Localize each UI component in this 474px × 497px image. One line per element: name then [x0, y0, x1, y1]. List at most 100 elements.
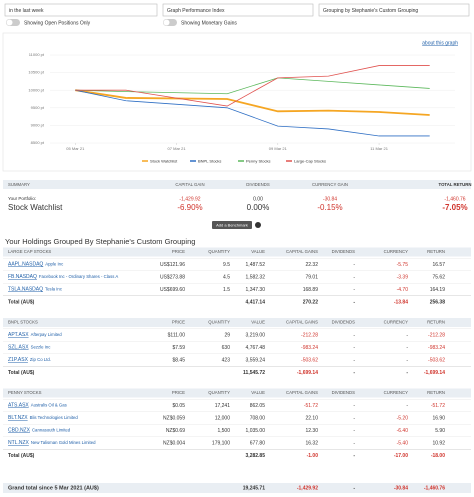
holding-cell: - — [406, 403, 408, 409]
group-name: PENNY STOCKS — [8, 390, 42, 395]
column-header: VALUE — [251, 249, 265, 254]
group-header-band — [3, 318, 471, 327]
holding-cell: US$273.88 — [160, 274, 185, 280]
column-header: DIVIDENDS — [332, 320, 356, 325]
grand-total-cell: -1,460.76 — [424, 485, 445, 491]
group-header-band — [3, 247, 471, 257]
holding-name: ATS.ASX Australis Oil & Gas — [8, 403, 67, 409]
about-link[interactable]: about this graph — [422, 40, 458, 46]
summary-amount: -1,460.76 — [444, 196, 465, 202]
column-header: PRICE — [172, 320, 185, 325]
benchmark-button[interactable] — [212, 221, 252, 229]
summary-amount: -30.84 — [323, 196, 337, 202]
column-header: RETURN — [427, 320, 445, 325]
grand-total-cell: 19,245.71 — [243, 485, 265, 491]
holding-cell: -212.28 — [428, 332, 445, 338]
holding-cell: -983.24 — [301, 345, 318, 351]
holding-cell: -51.72 — [304, 403, 318, 409]
holding-code[interactable]: CBD.NZX — [8, 428, 31, 434]
holding-cell: $8.45 — [172, 357, 185, 363]
holding-cell: 168.89 — [303, 287, 319, 293]
column-header: QUANTITY — [208, 390, 230, 395]
holding-cell: -3.39 — [397, 274, 409, 280]
holding-cell: 423 — [222, 357, 231, 363]
holding-cell: - — [353, 287, 355, 293]
holding-cell: - — [353, 262, 355, 268]
group-header-band — [3, 388, 471, 398]
holding-description: Cannasouth Limited — [32, 428, 71, 433]
column-header: PRICE — [172, 249, 185, 254]
x-tick-label: 05 Mar 21 — [66, 146, 85, 151]
holding-code[interactable]: APT.ASX — [8, 332, 29, 338]
holding-name: NTL.NZX New Talisman Gold Mines Limited — [8, 440, 96, 446]
toggle-positions-label: Showing Open Positions Only — [24, 20, 91, 26]
portfolio-name: Stock Watchlist — [8, 203, 63, 212]
y-tick-label: 9500 pt — [31, 105, 45, 110]
holding-cell: - — [406, 357, 408, 363]
holding-cell: 1,582.32 — [246, 274, 266, 280]
holding-cell: - — [353, 403, 355, 409]
holding-description: Sezzle Inc — [31, 345, 52, 350]
holding-cell: 708.00 — [250, 415, 266, 421]
holding-code[interactable]: ATS.ASX — [8, 403, 29, 409]
holding-cell: 1,035.00 — [246, 428, 266, 434]
holding-cell: 17,241 — [215, 403, 231, 409]
legend-label: Stock Watchlist — [150, 159, 178, 164]
benchmark-label: Add a Benchmark — [216, 223, 248, 228]
group-name: LARGE CAP STOCKS — [8, 249, 51, 254]
holding-code[interactable]: Z1P.ASX — [8, 357, 29, 363]
series-line — [75, 65, 430, 107]
holding-cell: 16.90 — [432, 415, 445, 421]
holding-cell: $111.00 — [168, 332, 186, 338]
summary-header-band — [3, 180, 471, 189]
holding-cell: US$699.60 — [160, 287, 185, 293]
total-cell: -1.00 — [307, 453, 319, 459]
holding-cell: 12.30 — [305, 428, 318, 434]
summary-percent: -7.05% — [442, 203, 467, 212]
holding-code[interactable]: AAPL.NASDAQ — [8, 262, 43, 268]
holding-cell: - — [406, 332, 408, 338]
holding-name: CBD.NZX Cannasouth Limited — [8, 428, 71, 434]
series-line — [75, 89, 430, 116]
holding-cell: -212.28 — [301, 332, 318, 338]
holding-code[interactable]: SZL.ASX — [8, 345, 29, 351]
holding-cell: 5.90 — [435, 428, 445, 434]
period-select[interactable] — [4, 3, 158, 17]
holding-description: New Talisman Gold Mines Limited — [31, 440, 96, 445]
column-header: QUANTITY — [208, 320, 230, 325]
holding-cell: 4,767.48 — [246, 345, 266, 351]
column-header: DIVIDENDS — [332, 390, 356, 395]
holding-cell: -4.70 — [397, 287, 409, 293]
column-header: DIVIDENDS — [332, 249, 356, 254]
holding-name: FB.NASDAQ Facebook Inc - Ordinary Shares … — [8, 274, 118, 280]
toggle-knob — [163, 19, 170, 26]
holding-cell: 22.32 — [305, 262, 318, 268]
holding-cell: - — [353, 428, 355, 434]
grouping-select[interactable] — [318, 3, 470, 17]
group-name: BNPL STOCKS — [8, 320, 38, 325]
x-tick-label: 11 Mar 21 — [370, 146, 388, 151]
total-cell: - — [353, 370, 355, 376]
total-cell: -1,699.14 — [424, 370, 445, 376]
holding-cell: -503.62 — [301, 357, 318, 363]
holding-cell: -51.72 — [431, 403, 445, 409]
column-header: QUANTITY — [208, 249, 230, 254]
holding-name: AAPL.NASDAQ Apple Inc — [8, 262, 64, 268]
column-header: CURRENCY — [384, 390, 408, 395]
holding-name: TSLA.NASDAQ Tesla Inc — [8, 287, 63, 293]
total-cell: - — [353, 299, 355, 305]
holding-code[interactable]: TSLA.NASDAQ — [8, 287, 43, 293]
holding-code[interactable]: BLT.NZX — [8, 415, 28, 421]
holding-code[interactable]: NTL.NZX — [8, 440, 30, 446]
holding-cell: 79.01 — [305, 274, 318, 280]
total-cell: 270.22 — [303, 299, 319, 305]
holding-cell: NZ$0.004 — [163, 440, 185, 446]
help-icon[interactable] — [255, 222, 261, 228]
column-header: CURRENCY — [384, 249, 408, 254]
holding-cell: 164.19 — [430, 287, 446, 293]
graph-select[interactable] — [162, 3, 314, 17]
holding-cell: - — [353, 274, 355, 280]
holding-code[interactable]: FB.NASDAQ — [8, 274, 37, 280]
holding-cell: -503.62 — [428, 357, 445, 363]
